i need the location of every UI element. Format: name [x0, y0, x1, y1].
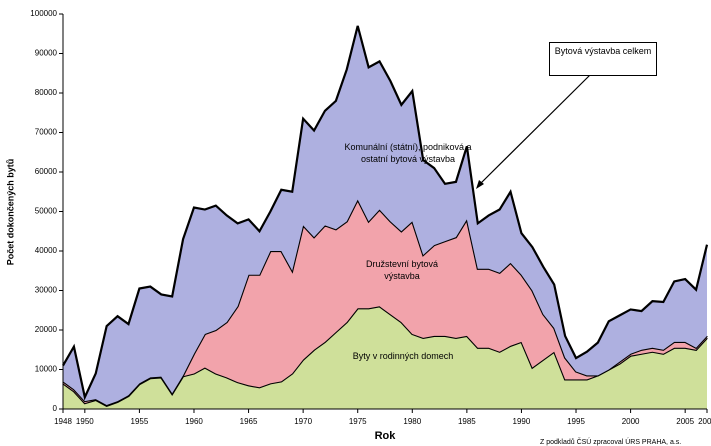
source-note: Z podkladů ČSÚ zpracoval ÚRS PRAHA, a.s.	[540, 437, 681, 446]
x-tick-label: 1950	[76, 417, 94, 426]
y-tick-label: 90000	[35, 49, 58, 58]
annotation: Bytová výstavba celkem	[549, 42, 657, 76]
area-label: Družstevní bytová výstavba	[365, 259, 439, 281]
area	[63, 25, 707, 406]
x-tick-label: 2000	[622, 417, 640, 426]
area	[63, 199, 707, 406]
area-line	[62, 25, 709, 401]
y-tick-label: 70000	[35, 128, 58, 137]
y-tick-label: 10000	[35, 365, 58, 374]
y-axis-label: Počet dokončených bytů	[5, 159, 15, 266]
x-tick-label: 1960	[185, 417, 203, 426]
y-tick-label: 0	[53, 404, 58, 413]
x-tick-label: 1995	[567, 417, 585, 426]
x-tick-label: 1965	[240, 417, 258, 426]
area-label: Byty v rodinných domech	[352, 351, 454, 361]
x-tick-label: 1970	[294, 417, 312, 426]
x-tick-label: 1975	[349, 417, 367, 426]
y-tick-label: 50000	[35, 207, 58, 216]
x-tick-label: 1990	[513, 417, 531, 426]
x-axis-label: Rok	[375, 430, 397, 442]
x-tick-label: 2007	[698, 417, 711, 426]
area	[63, 306, 707, 409]
y-tick-label: 30000	[35, 286, 58, 295]
arrow-head	[476, 180, 484, 189]
y-tick-label: 80000	[35, 88, 58, 97]
annotation-arrow	[477, 74, 591, 187]
x-tick-label: 1985	[458, 417, 476, 426]
area-label: Komunální (státní), podniková a ostatní …	[344, 142, 472, 164]
y-tick-label: 20000	[35, 325, 58, 334]
y-tick-label: 40000	[35, 246, 58, 255]
y-tick-label: 60000	[35, 167, 58, 176]
x-tick-label: 1980	[403, 417, 421, 426]
x-tick-label: 1948	[54, 417, 72, 426]
x-tick-label: 1955	[131, 417, 149, 426]
y-tick-label: 100000	[30, 9, 57, 18]
x-tick-label: 2005	[676, 417, 694, 426]
